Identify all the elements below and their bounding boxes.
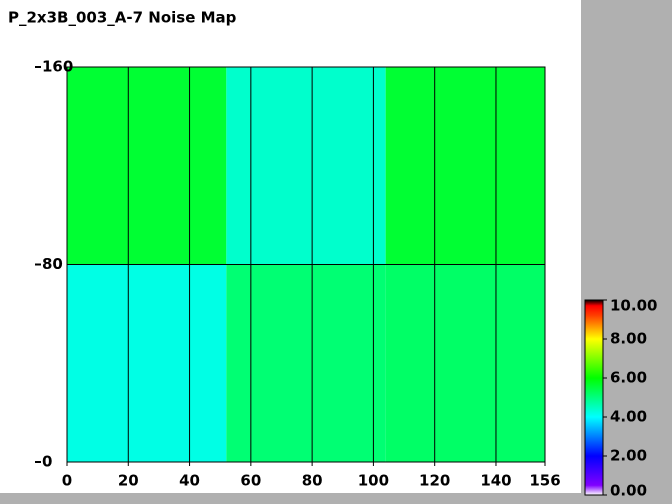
x-tick-label: 80 xyxy=(302,472,323,490)
x-tick-label: 20 xyxy=(118,472,139,490)
x-tick-label: 0 xyxy=(62,472,72,490)
y-tick-label: 80 xyxy=(42,255,63,273)
colorbar-label: 4.00 xyxy=(610,408,647,426)
x-tick-label: 156 xyxy=(529,472,560,490)
colorbar xyxy=(584,299,604,496)
colorbar-label: 8.00 xyxy=(610,330,647,348)
plot-frame xyxy=(66,66,546,463)
heatmap-cell xyxy=(226,67,386,265)
colorbar-label: 10.00 xyxy=(610,297,657,315)
heatmap-cell xyxy=(226,264,386,462)
bottom-panel xyxy=(0,493,581,504)
heatmap-cell xyxy=(385,264,545,462)
x-tick-label: 100 xyxy=(358,472,389,490)
x-tick-label: 60 xyxy=(240,472,261,490)
x-tick-label: 40 xyxy=(179,472,200,490)
heatmap-cell xyxy=(385,67,545,265)
chart-title: P_2x3B_003_A-7 Noise Map xyxy=(8,9,237,27)
colorbar-label: 0.00 xyxy=(610,482,647,500)
x-tick-label: 120 xyxy=(419,472,450,490)
x-tick-label: 140 xyxy=(480,472,511,490)
heatmap-cell xyxy=(67,67,227,265)
y-tick-label: 160 xyxy=(42,58,73,76)
colorbar-label: 6.00 xyxy=(610,369,647,387)
y-tick-label: 0 xyxy=(42,453,52,471)
colorbar-label: 2.00 xyxy=(610,447,647,465)
heatmap-cell xyxy=(67,264,227,462)
